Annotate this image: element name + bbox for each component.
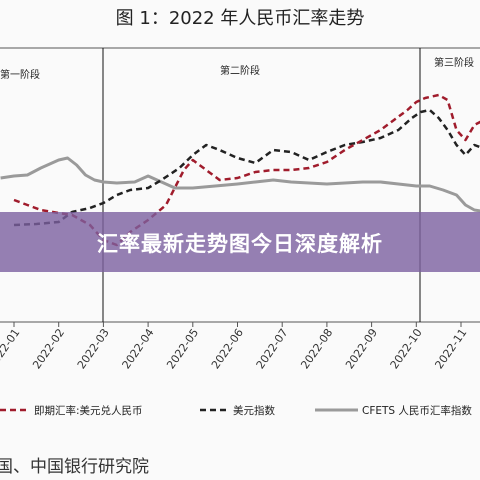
legend: 即期汇率:美元兑人民币 美元指数 CFETS 人民币汇率指数 [0, 404, 472, 417]
series-line-1 [13, 108, 480, 227]
x-tick-label: 2022-03 [75, 326, 112, 371]
x-tick-label: 2022-01 [0, 326, 22, 371]
source-note: 国、中国银行研究院 [0, 457, 149, 477]
x-tick-label: 2022-08 [298, 326, 335, 371]
x-tick-labels: 2022-01 2022-02 2022-03 2022-04 2022-05 2022-… [0, 322, 469, 371]
x-tick-label: 2022-09 [343, 326, 380, 371]
title-banner [0, 212, 480, 272]
phase-label-3: 第三阶段 [434, 56, 474, 69]
x-tick-label: 2022-04 [120, 326, 157, 371]
chart-title: 图 1：2022 年人民币汇率走势 [116, 8, 365, 29]
phase-label-1: 第一阶段 [0, 68, 40, 81]
phase-label-2: 第二阶段 [220, 64, 260, 77]
x-tick-label: 2022-07 [254, 326, 291, 371]
x-tick-label: 2022-02 [30, 326, 67, 371]
x-tick-label: 2022-11 [432, 326, 469, 371]
legend-label-cfets: CFETS 人民币汇率指数 [362, 404, 472, 417]
legend-label-dxy: 美元指数 [233, 404, 275, 417]
series-line-2 [0, 156, 480, 213]
x-tick-label: 2022-06 [209, 326, 246, 371]
legend-label-usd-cny: 即期汇率:美元兑人民币 [34, 404, 143, 417]
x-tick-label: 2022-10 [388, 326, 425, 371]
banner-text: 汇率最新走势图今日深度解析 [97, 232, 383, 256]
x-tick-label: 2022-05 [164, 326, 201, 371]
